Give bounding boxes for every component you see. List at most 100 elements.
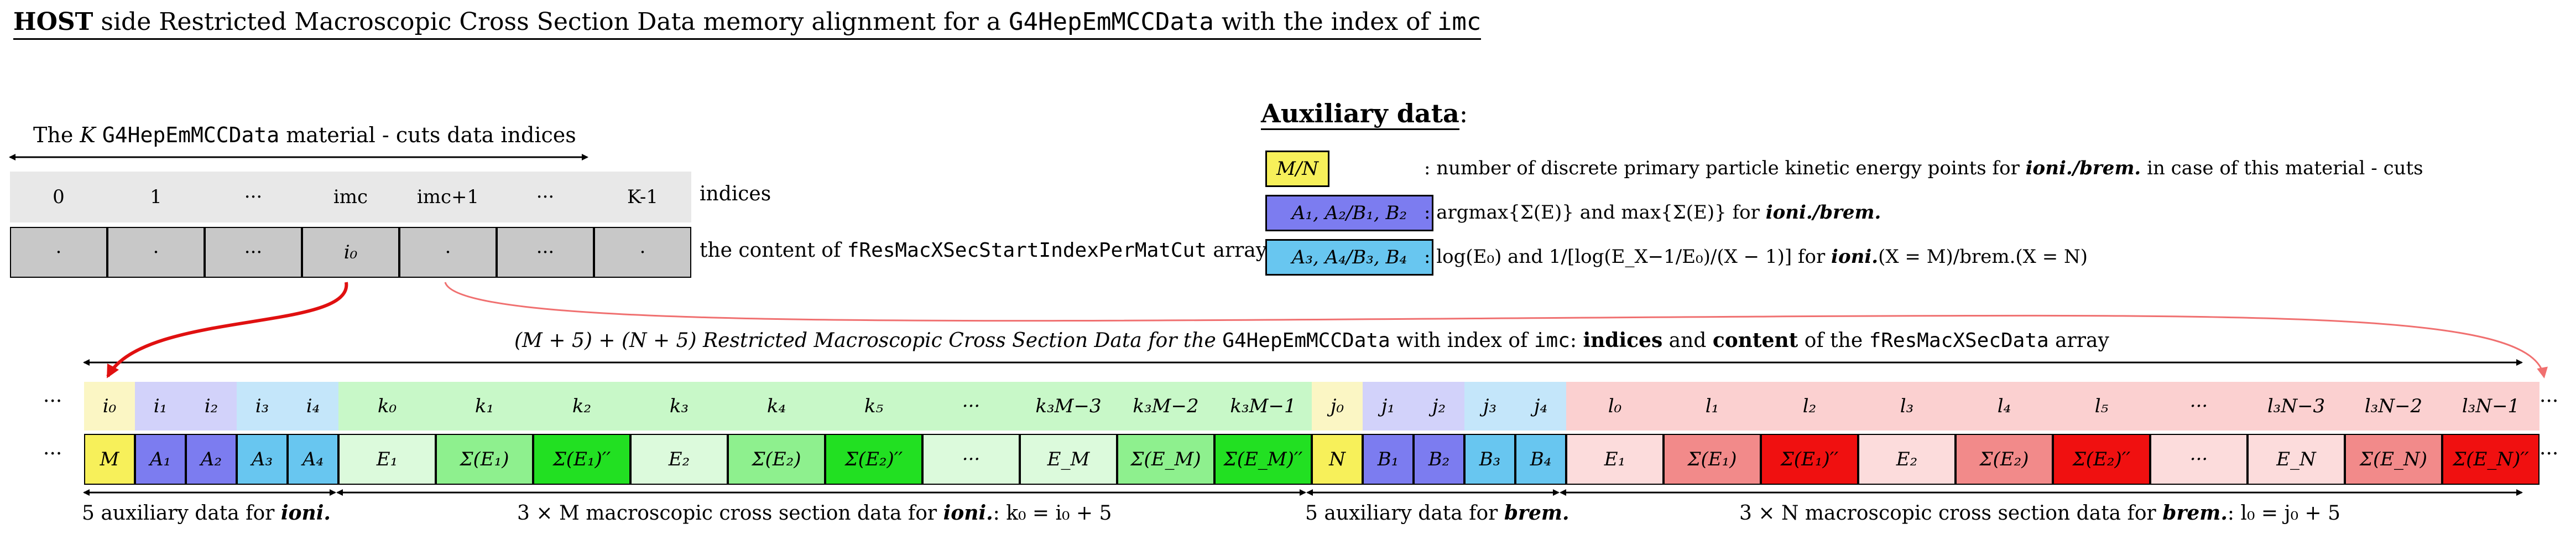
top-content-cell: i₀: [302, 227, 399, 278]
main-content-cell: Σ(E₁): [1664, 434, 1761, 485]
main-index-cell: ···: [922, 382, 1020, 431]
top-index-cell: imc: [302, 172, 399, 222]
header-post: material - cuts data indices: [279, 123, 576, 147]
main-index-cell: k₂: [533, 382, 630, 431]
main-index-cell: l₀: [1566, 382, 1664, 431]
top-content-cell: ···: [497, 227, 594, 278]
main-content-cell: Σ(E_N)′′: [2442, 434, 2540, 485]
main-index-cell: l₂: [1761, 382, 1858, 431]
brem-xs-bold: brem.: [2162, 501, 2228, 525]
ioni-aux-bold: ioni.: [280, 501, 331, 525]
caption-bold-1: indices: [1583, 329, 1663, 352]
main-content-cell: Σ(E_N): [2345, 434, 2442, 485]
main-index-cell: l₃N−3: [2248, 382, 2345, 431]
aux-desc-pre: : log(E₀) and 1/[log(E_X−1/E₀)/(X − 1)] …: [1424, 246, 1832, 268]
top-index-cell: K-1: [594, 172, 691, 222]
main-content-cell: Σ(E₂): [728, 434, 825, 485]
main-index-cell: l₄: [1956, 382, 2053, 431]
ioni-aux-label: 5 auxiliary data for ioni.: [82, 501, 331, 525]
caption-code-1: G4HepEmMCCData: [1222, 329, 1390, 352]
main-index-cell: l₃: [1858, 382, 1956, 431]
main-index-cell: j₂: [1414, 382, 1464, 431]
main-content-cell: E_N: [2248, 434, 2345, 485]
main-content-cell: B₄: [1515, 434, 1566, 485]
main-index-cell: j₀: [1312, 382, 1363, 431]
auxiliary-title-colon: :: [1459, 99, 1468, 128]
main-content-cell: Σ(E₂): [1956, 434, 2053, 485]
main-content-cell: A₄: [288, 434, 338, 485]
main-index-cell: l₁: [1664, 382, 1761, 431]
main-index-cell: k₁: [436, 382, 533, 431]
aux-swatch: A₃, A₄/B₃, B₄: [1265, 239, 1433, 276]
title-code-2: imc: [1437, 8, 1482, 36]
light-red-pointer-arrow: [444, 282, 2548, 379]
top-content-cell: ·: [399, 227, 497, 278]
top-index-cell: ···: [205, 172, 302, 222]
main-index-cell: l₅: [2053, 382, 2150, 431]
main-content-cell: E₂: [1858, 434, 1956, 485]
caption-code-2: imc: [1534, 329, 1570, 352]
brem-xs-post: : l₀ = j₀ + 5: [2227, 502, 2341, 525]
main-index-cell: j₄: [1515, 382, 1566, 431]
content-label: the content of fResMacXSecStartIndexPerM…: [700, 239, 1267, 262]
main-index-cell: i₃: [237, 382, 288, 431]
main-content-cell: Σ(E₂)′′: [2053, 434, 2150, 485]
aux-description: : argmax{Σ(E)} and max{Σ(E)} for ioni./b…: [1424, 201, 1881, 224]
red-pointer-arrow: [106, 282, 348, 379]
caption-and: and: [1662, 329, 1713, 352]
main-index-cell: j₁: [1363, 382, 1414, 431]
aux-desc-post: in case of this material - cuts: [2141, 157, 2423, 179]
top-index-cell: ···: [497, 172, 594, 222]
main-content-cell: N: [1312, 434, 1363, 485]
main-content-cell: Σ(E₁): [436, 434, 533, 485]
title-text-2: with the index of: [1213, 8, 1437, 36]
caption-bold-2: content: [1712, 329, 1798, 352]
main-content-cell: ···: [922, 434, 1020, 485]
edge-dots-left-content: ···: [43, 443, 62, 465]
top-content-cell: ·: [10, 227, 107, 278]
page-title: HOST side Restricted Macroscopic Cross S…: [13, 8, 1482, 40]
aux-desc-bold: ioni./brem.: [2025, 157, 2141, 179]
auxiliary-title-text: Auxiliary data: [1261, 99, 1459, 130]
main-content-cell: B₁: [1363, 434, 1414, 485]
edge-dots-right-content: ···: [2540, 443, 2559, 465]
brem-xs-pre: 3 × N macroscopic cross section data for: [1739, 502, 2163, 525]
top-content-cell: ·: [594, 227, 691, 278]
main-index-cell: k₃M−3: [1020, 382, 1117, 431]
title-bold: HOST: [13, 8, 93, 36]
main-content-cell: M: [84, 434, 135, 485]
top-table-header: The K G4HepEmMCCData material - cuts dat…: [33, 123, 576, 147]
top-content-cell: ·: [107, 227, 205, 278]
main-content-cell: B₂: [1414, 434, 1464, 485]
main-index-cell: l₃N−1: [2442, 382, 2540, 431]
header-code: G4HepEmMCCData: [102, 123, 280, 147]
ioni-xs-label: 3 × M macroscopic cross section data for…: [517, 501, 1112, 525]
main-index-cell: i₁: [135, 382, 186, 431]
aux-description: : number of discrete primary particle ki…: [1424, 157, 2423, 179]
content-label-pre: the content of: [700, 239, 847, 262]
main-content-cell: Σ(E₁)′′: [533, 434, 630, 485]
main-index-cell: i₀: [84, 382, 135, 431]
main-content-cell: A₁: [135, 434, 186, 485]
main-content-cell: A₂: [186, 434, 237, 485]
main-index-cell: j₃: [1464, 382, 1515, 431]
main-index-cell: i₄: [288, 382, 338, 431]
top-content-cell: ···: [205, 227, 302, 278]
brem-aux-bold: brem.: [1504, 501, 1569, 525]
main-content-cell: A₃: [237, 434, 288, 485]
main-index-cell: l₃N−2: [2345, 382, 2442, 431]
indices-label: indices: [700, 183, 771, 205]
main-index-cell: k₄: [728, 382, 825, 431]
main-content-cell: Σ(E_M): [1117, 434, 1214, 485]
main-content-cell: ···: [2150, 434, 2248, 485]
ioni-xs-pre: 3 × M macroscopic cross section data for: [517, 502, 943, 525]
main-index-cell: k₅: [825, 382, 922, 431]
top-index-cell: imc+1: [399, 172, 497, 222]
main-content-cell: Σ(E₂)′′: [825, 434, 922, 485]
main-index-cell: ···: [2150, 382, 2248, 431]
aux-description: : log(E₀) and 1/[log(E_X−1/E₀)/(X − 1)] …: [1424, 246, 2088, 268]
ioni-aux-pre: 5 auxiliary data for: [82, 502, 281, 525]
content-label-code: fResMacXSecStartIndexPerMatCut: [847, 239, 1207, 262]
aux-desc-bold: ioni.: [1831, 246, 1879, 268]
